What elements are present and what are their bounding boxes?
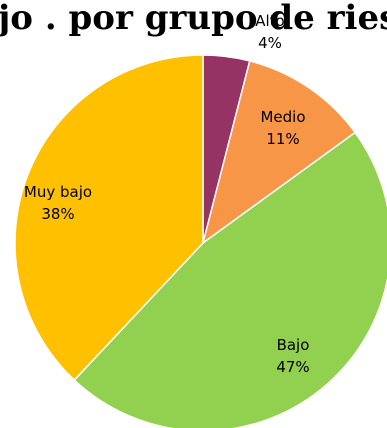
slice-value-medio: 11% bbox=[266, 130, 299, 148]
slice-label-alto: Alto bbox=[255, 12, 285, 30]
slice-label-medio: Medio bbox=[260, 108, 305, 126]
chart-title: jo . por grupo de riesgo bbox=[0, 0, 387, 38]
slice-value-alto: 4% bbox=[258, 34, 282, 52]
slice-label-muy-bajo: Muy bajo bbox=[24, 183, 92, 201]
pie-slice-muy-bajo bbox=[14, 54, 204, 382]
pie-labels: Alto 4% Medio 11% Bajo 47% Muy bajo 38% bbox=[24, 12, 310, 376]
pie-slices bbox=[14, 54, 387, 428]
slice-label-bajo: Bajo bbox=[277, 336, 310, 354]
pie-slice-medio bbox=[201, 59, 357, 245]
slice-value-muy-bajo: 38% bbox=[41, 205, 74, 223]
slice-value-bajo: 47% bbox=[276, 358, 309, 376]
